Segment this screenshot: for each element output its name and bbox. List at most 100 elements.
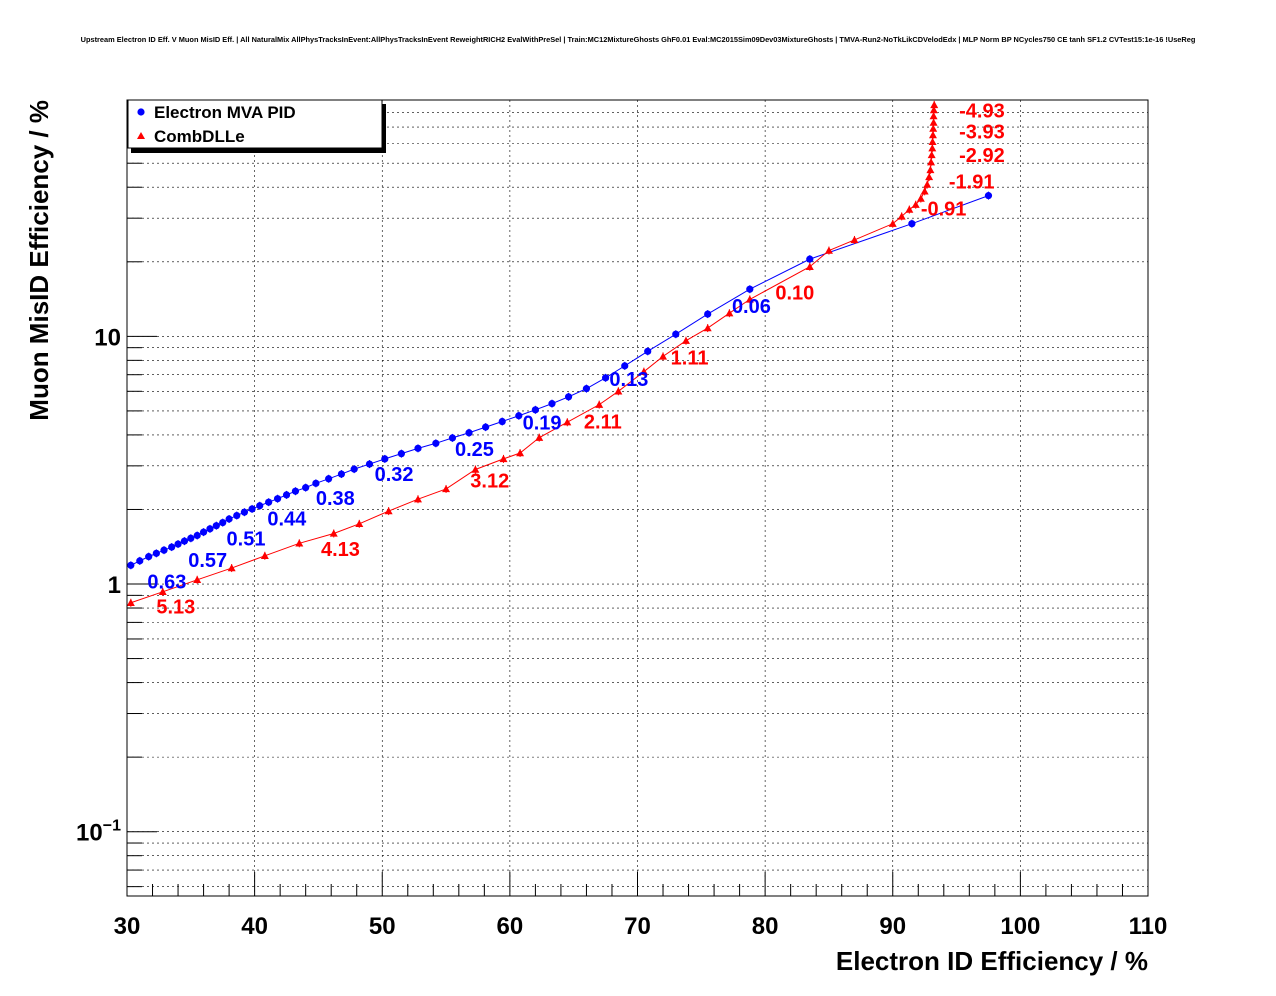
y-axis-title: Muon MisID Efficiency / % xyxy=(24,100,54,421)
data-point xyxy=(126,598,135,606)
data-point xyxy=(564,393,573,401)
data-point xyxy=(397,450,405,458)
data-point xyxy=(930,100,939,109)
data-point xyxy=(805,262,814,270)
legend-label: Electron MVA PID xyxy=(154,103,296,122)
y-tick-label: 10 xyxy=(94,324,121,351)
data-point xyxy=(168,543,176,551)
data-point xyxy=(193,531,201,540)
data-point xyxy=(745,295,754,303)
data-point xyxy=(174,540,182,548)
data-point xyxy=(582,385,591,393)
data-point xyxy=(824,246,833,254)
point-label: 2.11 xyxy=(584,411,622,433)
data-point xyxy=(929,106,938,114)
x-tick-label: 100 xyxy=(1000,913,1040,940)
x-tick-labels: 30 40 50 60 70 80 90 100 110 xyxy=(114,913,1168,940)
data-point xyxy=(355,519,364,528)
data-point xyxy=(219,519,227,527)
data-point xyxy=(548,400,556,408)
x-tick-label: 80 xyxy=(752,913,779,940)
point-label: 0.10 xyxy=(775,282,814,304)
data-point xyxy=(365,460,374,468)
data-point xyxy=(498,417,506,426)
chart-title: Upstream Electron ID Eff. V Muon MisID E… xyxy=(80,35,1196,44)
point-label: 0.38 xyxy=(316,488,355,510)
point-label: 1.11 xyxy=(671,347,709,369)
data-point xyxy=(160,546,168,554)
data-point xyxy=(265,498,273,506)
data-point xyxy=(888,219,897,227)
x-tick-label: 70 xyxy=(624,913,651,940)
data-point xyxy=(535,433,544,441)
data-point xyxy=(260,551,269,559)
data-point xyxy=(927,150,936,159)
x-tick-label: 30 xyxy=(114,913,141,940)
plot-series xyxy=(126,100,993,607)
data-point xyxy=(704,310,712,318)
data-point xyxy=(273,495,282,503)
data-point xyxy=(212,522,220,530)
point-label: -3.93 xyxy=(959,121,1005,143)
data-point xyxy=(681,336,690,344)
data-point xyxy=(703,324,712,332)
data-point xyxy=(482,423,490,431)
point-label: 0.57 xyxy=(188,550,227,572)
data-point xyxy=(225,515,233,523)
point-label: 3.12 xyxy=(470,471,509,493)
data-point xyxy=(531,406,540,414)
data-point xyxy=(295,539,304,547)
point-label: 0.63 xyxy=(147,571,186,593)
y-tick-labels: 10−1 1 10 xyxy=(76,324,121,846)
data-point xyxy=(136,557,144,565)
data-point xyxy=(672,330,680,338)
data-point xyxy=(414,444,422,452)
point-label: 0.13 xyxy=(609,369,648,391)
data-point xyxy=(240,508,249,516)
data-point xyxy=(614,387,623,395)
data-point xyxy=(929,118,938,126)
data-point xyxy=(515,412,523,420)
data-point xyxy=(601,374,610,382)
point-label: 0.19 xyxy=(523,413,562,435)
data-point xyxy=(180,537,189,545)
data-point xyxy=(471,465,480,473)
data-point xyxy=(928,137,937,146)
series-circle xyxy=(127,191,993,570)
data-point xyxy=(850,235,859,244)
x-tick-label: 90 xyxy=(879,913,906,940)
data-point xyxy=(926,165,935,174)
data-point xyxy=(325,475,333,483)
data-point xyxy=(897,212,906,220)
data-point xyxy=(337,470,346,478)
data-point xyxy=(465,429,473,437)
data-point xyxy=(206,525,214,533)
data-point xyxy=(442,484,451,493)
legend-label: CombDLLe xyxy=(154,127,245,146)
data-point xyxy=(248,505,256,513)
point-label: 4.13 xyxy=(321,539,360,561)
x-tick-label: 50 xyxy=(369,913,396,940)
data-point xyxy=(152,549,160,557)
data-point xyxy=(256,502,264,510)
data-point xyxy=(516,449,525,457)
data-point xyxy=(923,180,932,188)
data-point xyxy=(905,205,914,213)
data-point xyxy=(413,495,422,503)
data-point xyxy=(432,439,440,447)
grid-lines xyxy=(126,99,1149,896)
data-point xyxy=(158,587,167,596)
data-point xyxy=(929,112,938,120)
data-point xyxy=(929,124,938,132)
point-label: -1.91 xyxy=(949,172,995,194)
point-label: 0.25 xyxy=(455,439,494,461)
data-point xyxy=(806,255,814,263)
data-point xyxy=(659,352,668,360)
data-point xyxy=(746,285,754,293)
data-point xyxy=(187,534,195,542)
legend-marker xyxy=(137,132,145,139)
x-tick-label: 40 xyxy=(241,913,268,940)
point-label: -4.93 xyxy=(959,100,1005,122)
data-point xyxy=(384,507,393,515)
